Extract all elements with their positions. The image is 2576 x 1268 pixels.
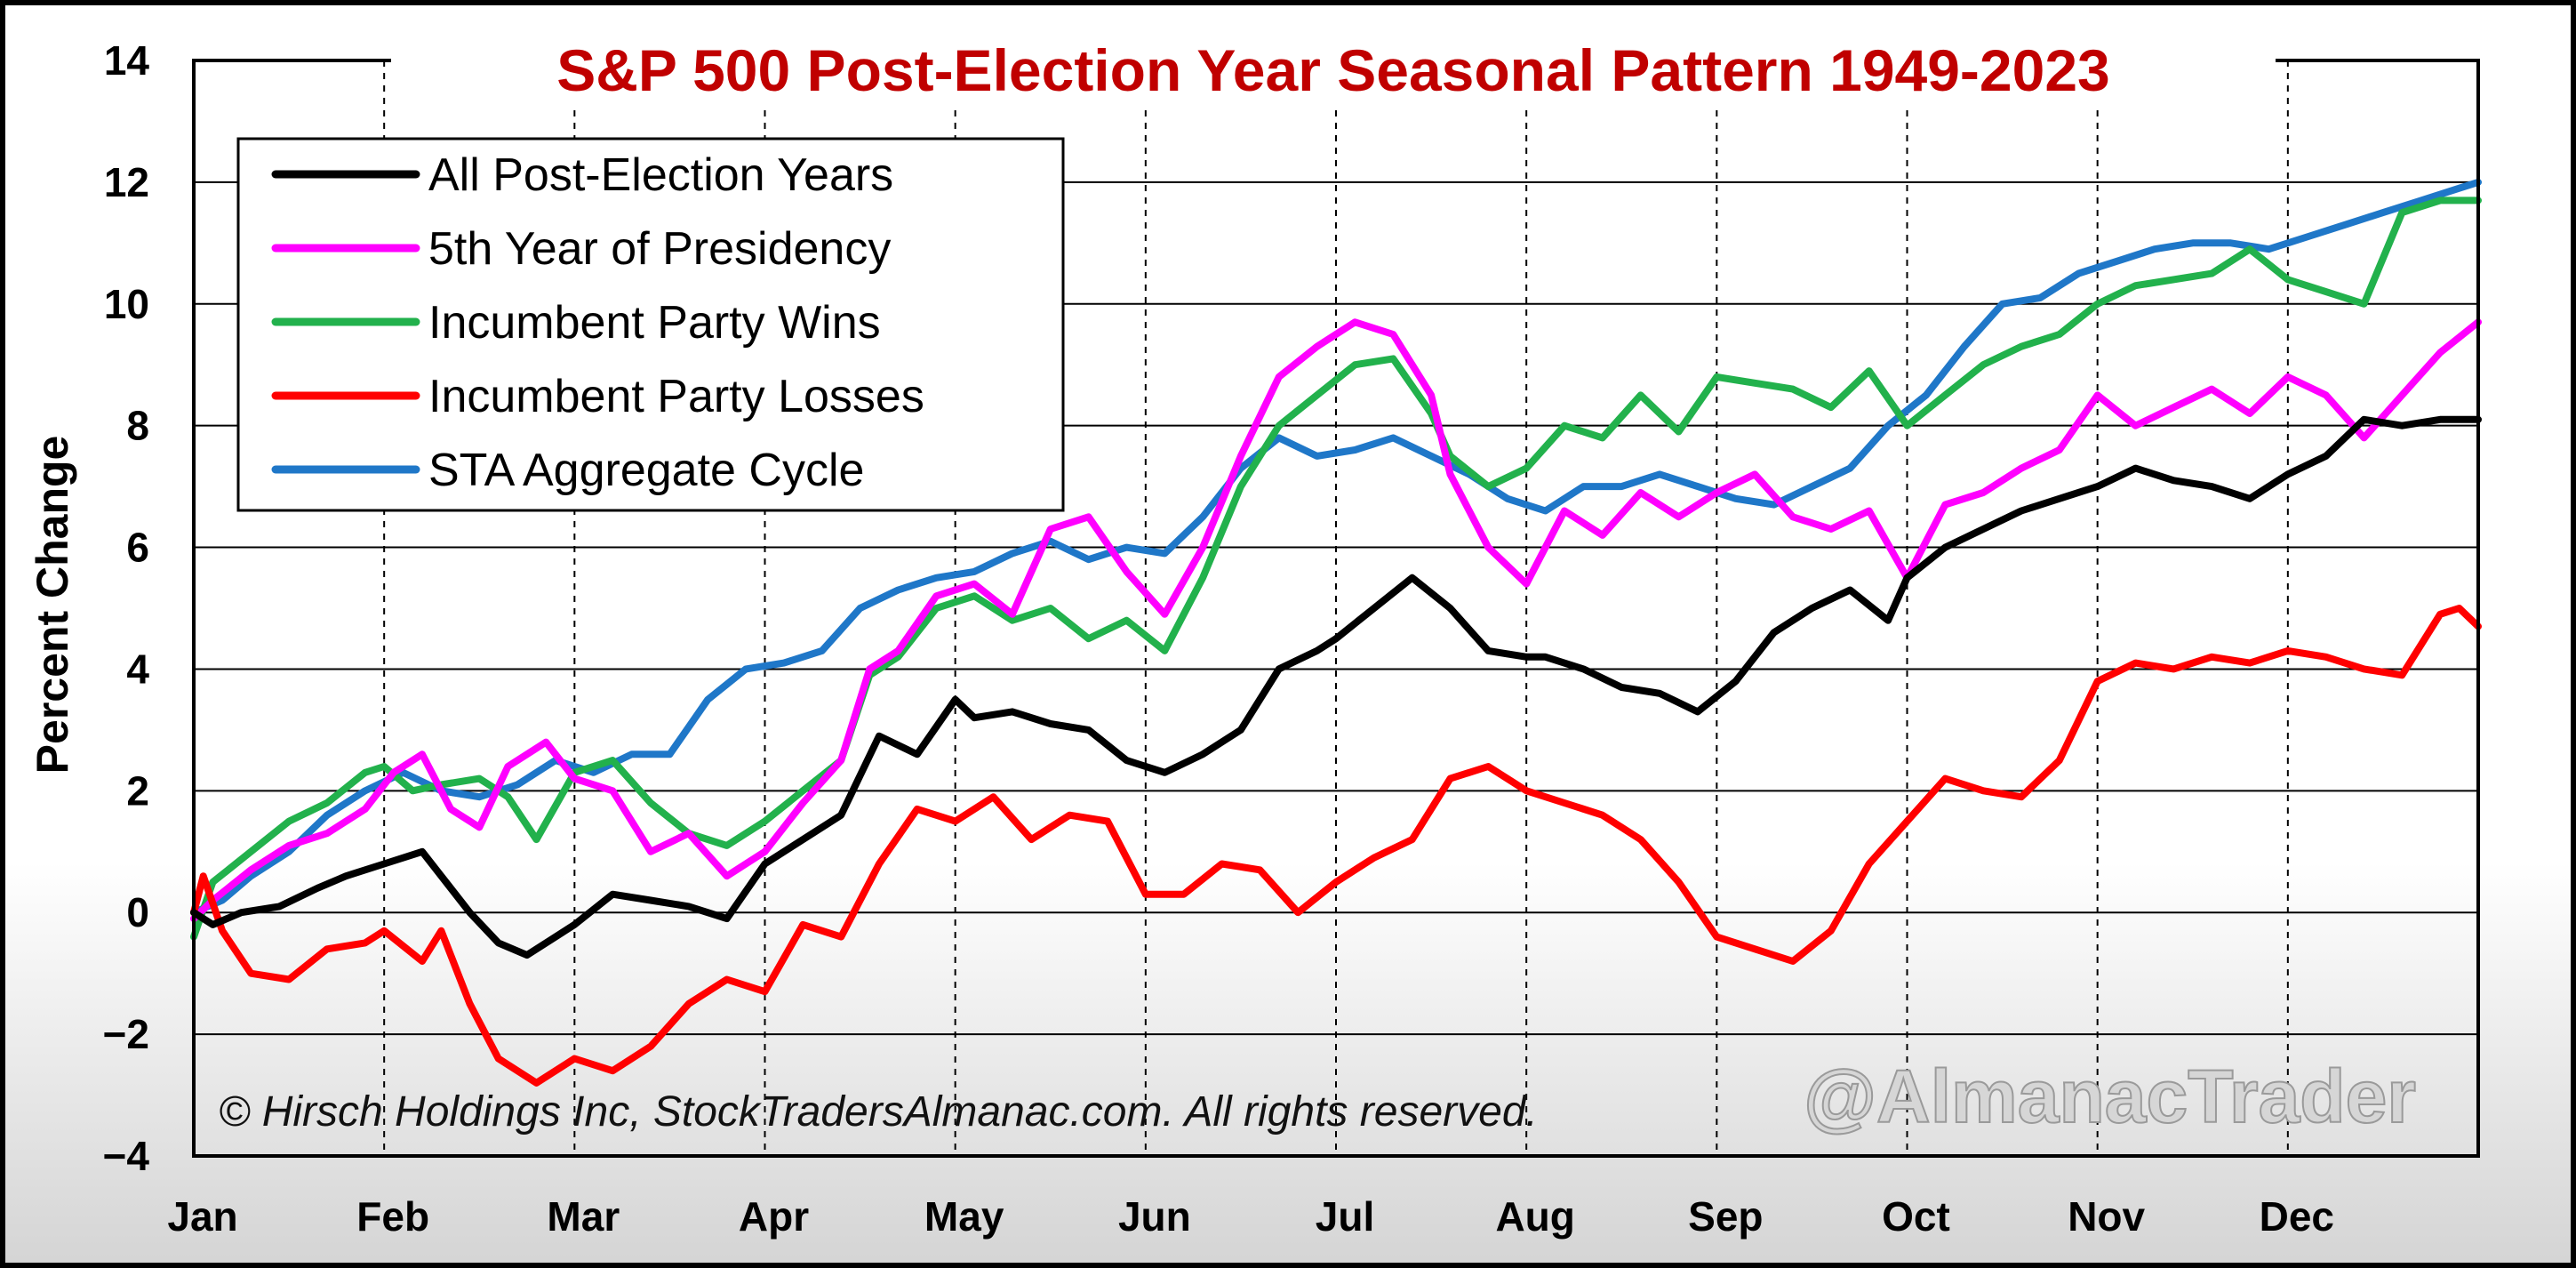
legend-label: 5th Year of Presidency: [428, 223, 891, 275]
series-line-incumbent-party-losses: [190, 605, 2482, 1087]
y-tick-label: −4: [103, 1133, 150, 1179]
x-tick-label: Jun: [1118, 1193, 1191, 1240]
y-tick-label: −2: [103, 1011, 149, 1057]
legend-label: STA Aggregate Cycle: [428, 445, 864, 496]
x-tick-label: May: [924, 1193, 1004, 1240]
y-tick-label: 6: [126, 525, 149, 571]
x-tick-label: Jul: [1316, 1193, 1374, 1240]
y-tick-label: 8: [126, 403, 149, 449]
copyright-notice: © Hirsch Holdings Inc, StockTradersAlman…: [219, 1088, 1538, 1136]
x-tick-label: Sep: [1688, 1193, 1763, 1240]
y-tick-label: 2: [126, 767, 149, 814]
legend-label: Incumbent Party Losses: [428, 371, 924, 422]
x-tick-label: Jan: [167, 1193, 237, 1240]
y-axis-label: Percent Change: [28, 436, 77, 774]
x-tick-label: Oct: [1882, 1193, 1950, 1240]
x-tick-label: Nov: [2068, 1193, 2145, 1240]
y-tick-label: 12: [104, 159, 149, 205]
x-tick-label: Aug: [1495, 1193, 1574, 1240]
legend: All Post-Election Years 5th Year of Presi…: [236, 137, 1065, 512]
y-tick-label: 0: [126, 889, 149, 935]
x-tick-label: Apr: [739, 1193, 809, 1240]
series-line-5th-year-of-presidency: [190, 318, 2482, 923]
y-tick-label: 10: [104, 281, 149, 327]
chart-title: S&P 500 Post-Election Year Seasonal Patt…: [556, 37, 2110, 103]
y-axis-ticks: 14 12 10 8 6 4 2 0 −2 −4: [103, 37, 150, 1179]
y-tick-label: 14: [104, 37, 150, 84]
legend-label: All Post-Election Years: [428, 149, 893, 201]
x-axis-ticks: Jan Feb Mar Apr May Jun Jul Aug Sep Oct Nov Dec: [167, 1193, 2334, 1240]
legend-label: Incumbent Party Wins: [428, 297, 881, 349]
watermark: @AlmanacTrader: [1804, 1055, 2416, 1138]
y-tick-label: 4: [126, 646, 149, 692]
series-line-all-post-election-years: [190, 415, 2482, 959]
x-tick-label: Feb: [356, 1193, 429, 1240]
x-tick-label: Dec: [2260, 1193, 2334, 1240]
series-line-incumbent-party-wins: [190, 197, 2482, 941]
series-lines: [190, 178, 2482, 1087]
title-backdrop: [391, 25, 2276, 107]
x-tick-label: Mar: [547, 1193, 620, 1240]
